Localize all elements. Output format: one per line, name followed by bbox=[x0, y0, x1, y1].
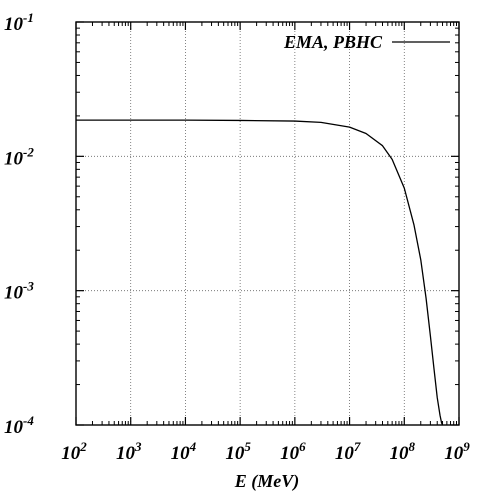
y-tick-labels: 10-4 10-3 10-2 10-1 bbox=[4, 10, 34, 438]
y-tick-label: 10-2 bbox=[4, 144, 34, 169]
legend: EMA, PBHC bbox=[283, 32, 450, 52]
x-tick-label: 105 bbox=[225, 439, 251, 464]
y-tick-label: 10-4 bbox=[4, 413, 34, 438]
grid bbox=[76, 22, 459, 425]
x-tick-label: 108 bbox=[390, 439, 416, 464]
x-tick-label: 109 bbox=[444, 439, 470, 464]
x-tick-label: 107 bbox=[335, 439, 361, 464]
series-line-ema-pbhc bbox=[76, 119, 444, 426]
x-tick-label: 103 bbox=[116, 439, 142, 464]
x-axis-label: E (MeV) bbox=[234, 471, 300, 492]
x-tick-label: 104 bbox=[171, 439, 197, 464]
y-tick-label: 10-1 bbox=[4, 10, 34, 35]
legend-entry-label: EMA, PBHC bbox=[283, 32, 383, 52]
plot-frame bbox=[75, 21, 460, 426]
y-tick-label: 10-3 bbox=[4, 279, 34, 304]
series-layer bbox=[76, 119, 444, 426]
ticks bbox=[75, 21, 460, 426]
x-tick-labels: 102 103 104 105 106 107 108 109 bbox=[61, 439, 470, 464]
x-tick-label: 102 bbox=[61, 439, 87, 464]
x-tick-label: 106 bbox=[280, 439, 306, 464]
